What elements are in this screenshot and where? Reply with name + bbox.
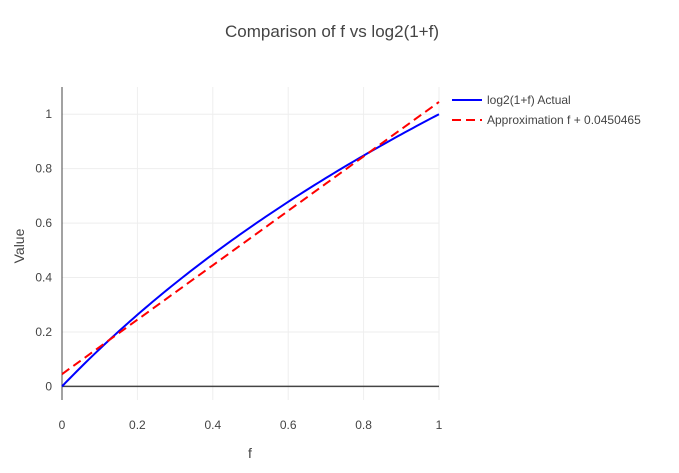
y-axis-title: Value [11, 228, 27, 263]
x-tick-label: 0.8 [355, 418, 372, 432]
x-tick-labels: 0 0.2 0.4 0.6 0.8 1 [59, 418, 443, 432]
grid [62, 87, 440, 400]
chart-title: Comparison of f vs log2(1+f) [225, 22, 439, 41]
x-tick-label: 0.2 [129, 418, 146, 432]
y-tick-label: 1 [45, 107, 52, 121]
series-line [61, 113, 440, 388]
y-tick-label: 0.4 [35, 271, 52, 285]
plot-area [61, 101, 440, 388]
x-tick-label: 0.6 [280, 418, 297, 432]
x-axis-title: f [248, 445, 252, 461]
x-tick-label: 0 [59, 418, 66, 432]
legend: log2(1+f) Actual Approximation f + 0.0450… [452, 93, 641, 127]
legend-label: Approximation f + 0.0450465 [487, 113, 641, 127]
x-tick-label: 0.4 [204, 418, 221, 432]
y-tick-label: 0.6 [35, 216, 52, 230]
axes [61, 87, 439, 400]
y-tick-labels: 0 0.2 0.4 0.6 0.8 1 [35, 107, 52, 393]
legend-label: log2(1+f) Actual [487, 93, 571, 107]
series-line [61, 101, 440, 375]
y-tick-label: 0.8 [35, 162, 52, 176]
x-tick-label: 1 [436, 418, 443, 432]
y-tick-label: 0 [45, 379, 52, 393]
y-tick-label: 0.2 [35, 325, 52, 339]
